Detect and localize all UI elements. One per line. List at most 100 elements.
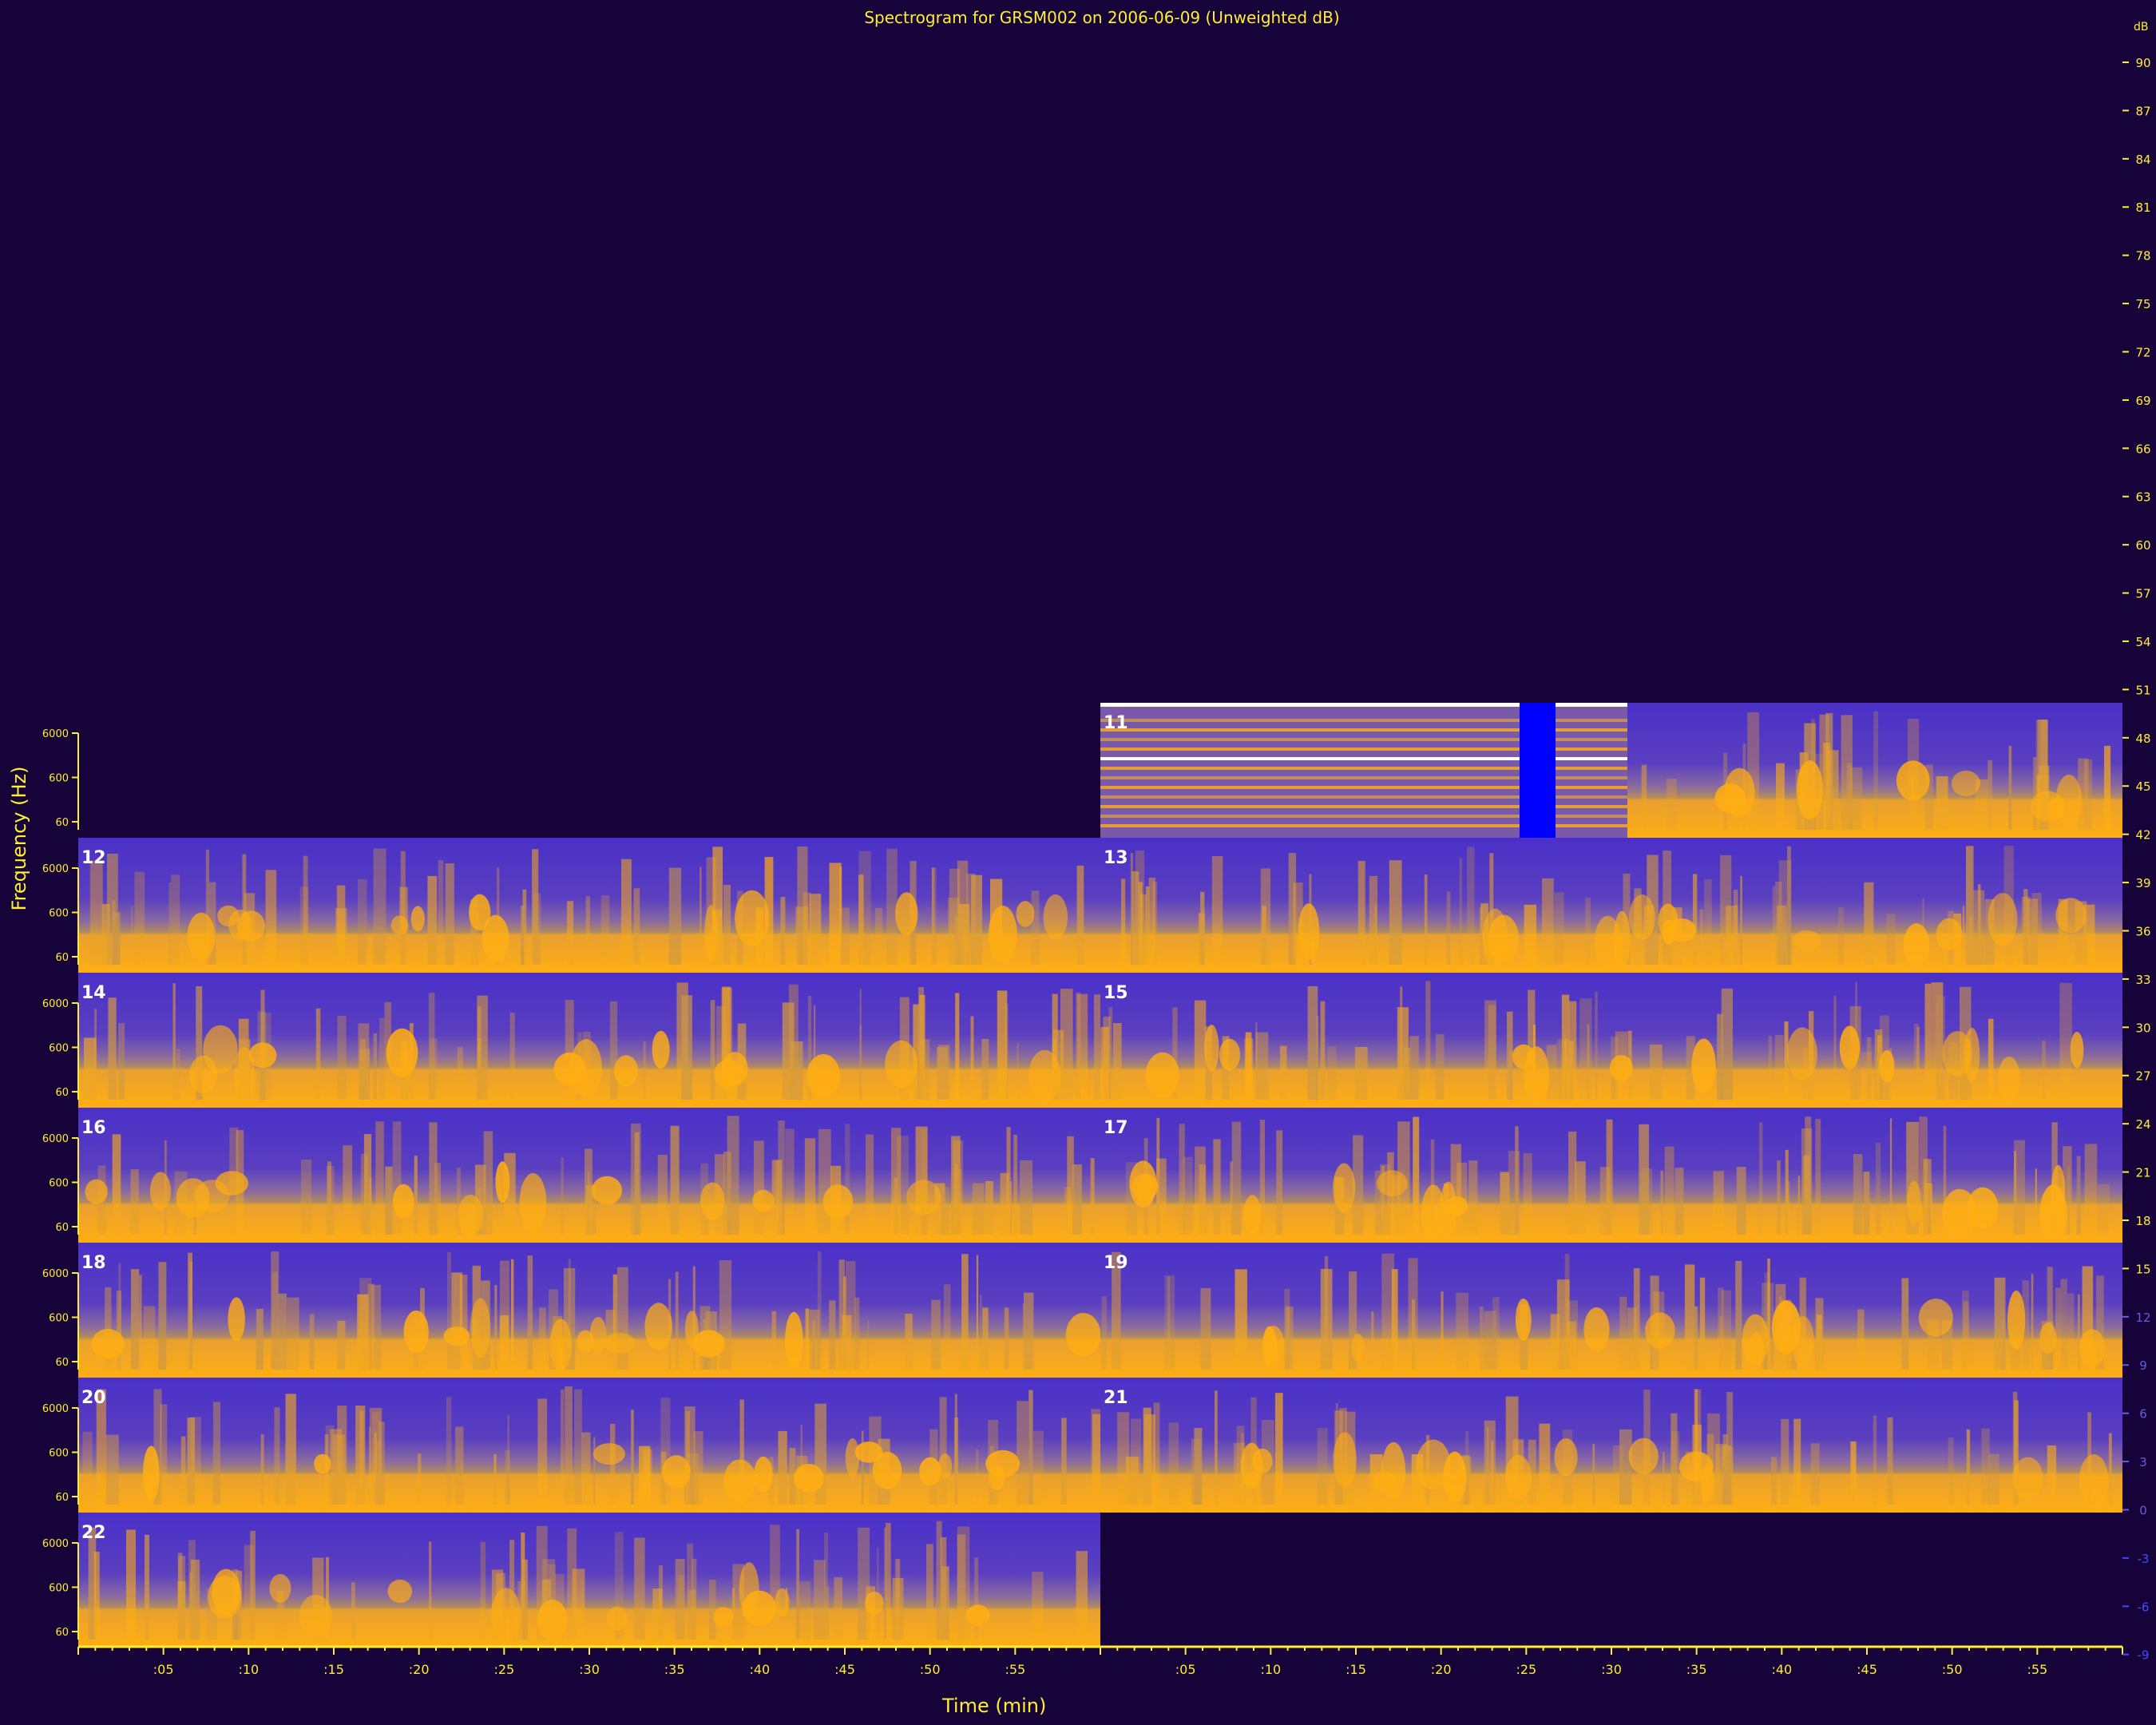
call-blob: [988, 906, 1017, 964]
activity-mark: [972, 1183, 985, 1235]
activity-mark: [1075, 992, 1081, 1100]
activity-mark: [1943, 1125, 1947, 1235]
activity-mark: [854, 1297, 860, 1370]
call-blob: [1724, 767, 1755, 818]
activity-mark: [2108, 1433, 2112, 1505]
activity-mark: [434, 1163, 441, 1235]
y-tick-label: 60: [55, 1087, 69, 1099]
hour-panel-22: 22: [78, 1513, 1100, 1648]
activity-mark: [1787, 846, 1791, 965]
call-blob: [1748, 1332, 1764, 1366]
activity-mark: [1931, 982, 1944, 1100]
call-blob: [895, 892, 918, 936]
activity-mark: [886, 848, 898, 965]
y-tick-label: 6000: [42, 728, 69, 740]
activity-mark: [2047, 1267, 2053, 1370]
activity-mark: [951, 1136, 961, 1235]
activity-mark: [301, 1159, 312, 1235]
activity-mark: [1031, 890, 1040, 965]
activity-mark: [1776, 763, 1785, 830]
activity-mark: [1924, 764, 1933, 830]
activity-mark: [177, 1580, 186, 1640]
y-tick-label: 600: [49, 1583, 69, 1595]
activity-mark: [285, 1394, 296, 1505]
activity-mark: [1153, 1402, 1160, 1505]
activity-mark: [517, 1581, 526, 1640]
activity-mark: [1595, 992, 1598, 1100]
activity-mark: [1211, 856, 1223, 965]
activity-mark: [2097, 1184, 2110, 1235]
call-blob: [1896, 760, 1930, 801]
activity-mark: [2059, 982, 2072, 1100]
activity-mark: [566, 901, 574, 965]
activity-mark: [446, 1397, 452, 1505]
activity-mark: [1061, 1418, 1067, 1505]
activity-mark: [355, 1406, 366, 1505]
activity-mark: [1408, 1258, 1418, 1370]
activity-mark: [1259, 1120, 1265, 1235]
activity-mark: [722, 986, 731, 1100]
call-blob: [1583, 1307, 1610, 1352]
activity-mark: [1719, 1315, 1722, 1370]
activity-mark: [2047, 1445, 2057, 1505]
activity-mark: [1017, 1401, 1028, 1505]
y-axis-row-1: 60 600 6000: [42, 863, 79, 965]
activity-mark: [1916, 1027, 1920, 1100]
activity-mark: [1663, 1452, 1665, 1505]
activity-mark: [732, 1588, 735, 1640]
activity-mark: [131, 906, 133, 965]
activity-mark: [926, 1544, 933, 1640]
activity-mark: [2033, 757, 2037, 830]
activity-mark: [1772, 886, 1775, 965]
call-blob: [1645, 1312, 1675, 1349]
activity-mark: [2067, 1167, 2070, 1235]
activity-mark: [941, 1187, 949, 1235]
call-blob: [403, 1311, 429, 1354]
call-blob: [704, 905, 718, 964]
x-tick-label: :10: [238, 1662, 259, 1677]
activity-mark: [1863, 1172, 1870, 1235]
call-blob: [1879, 1049, 1895, 1083]
activity-mark: [727, 1116, 739, 1235]
activity-mark: [105, 1434, 119, 1505]
activity-mark: [357, 1294, 369, 1370]
colorbar-tick-label: -3: [2138, 1552, 2150, 1566]
activity-mark: [1392, 1175, 1401, 1235]
activity-mark: [1567, 1300, 1578, 1370]
call-blob: [443, 1326, 470, 1346]
activity-mark: [1777, 1160, 1781, 1235]
activity-mark: [1771, 1457, 1778, 1505]
activity-mark: [1619, 1296, 1627, 1370]
call-blob: [228, 1297, 245, 1342]
call-blob: [938, 1453, 952, 1479]
activity-mark: [688, 1589, 696, 1640]
activity-mark: [1108, 1007, 1113, 1100]
activity-mark: [892, 1577, 904, 1640]
activity-mark: [363, 1134, 372, 1235]
activity-mark: [507, 1414, 509, 1505]
colorbar-tick-label: 6: [2139, 1407, 2147, 1422]
call-blob: [1504, 1454, 1532, 1500]
activity-mark: [326, 1166, 335, 1235]
activity-mark: [2002, 1318, 2006, 1370]
activity-mark: [274, 1407, 280, 1505]
activity-mark: [587, 1172, 589, 1235]
activity-mark: [1032, 1430, 1044, 1505]
activity-mark: [1713, 1171, 1724, 1235]
activity-mark: [1694, 1389, 1698, 1505]
activity-mark: [510, 1259, 514, 1370]
colorbar-tick-label: 75: [2135, 297, 2150, 311]
call-blob: [194, 1180, 230, 1212]
call-blob: [1145, 1052, 1179, 1098]
activity-mark: [176, 1048, 180, 1100]
activity-mark: [1988, 1453, 1999, 1505]
activity-mark: [817, 1251, 822, 1370]
call-blob: [1512, 1044, 1535, 1069]
x-tick-label: :05: [1175, 1662, 1196, 1677]
activity-mark: [1403, 1047, 1411, 1100]
tone-line: [1100, 719, 1627, 722]
activity-mark: [1000, 1172, 1009, 1235]
activity-mark: [521, 906, 524, 965]
activity-mark: [1919, 1116, 1928, 1235]
activity-mark: [764, 857, 774, 965]
